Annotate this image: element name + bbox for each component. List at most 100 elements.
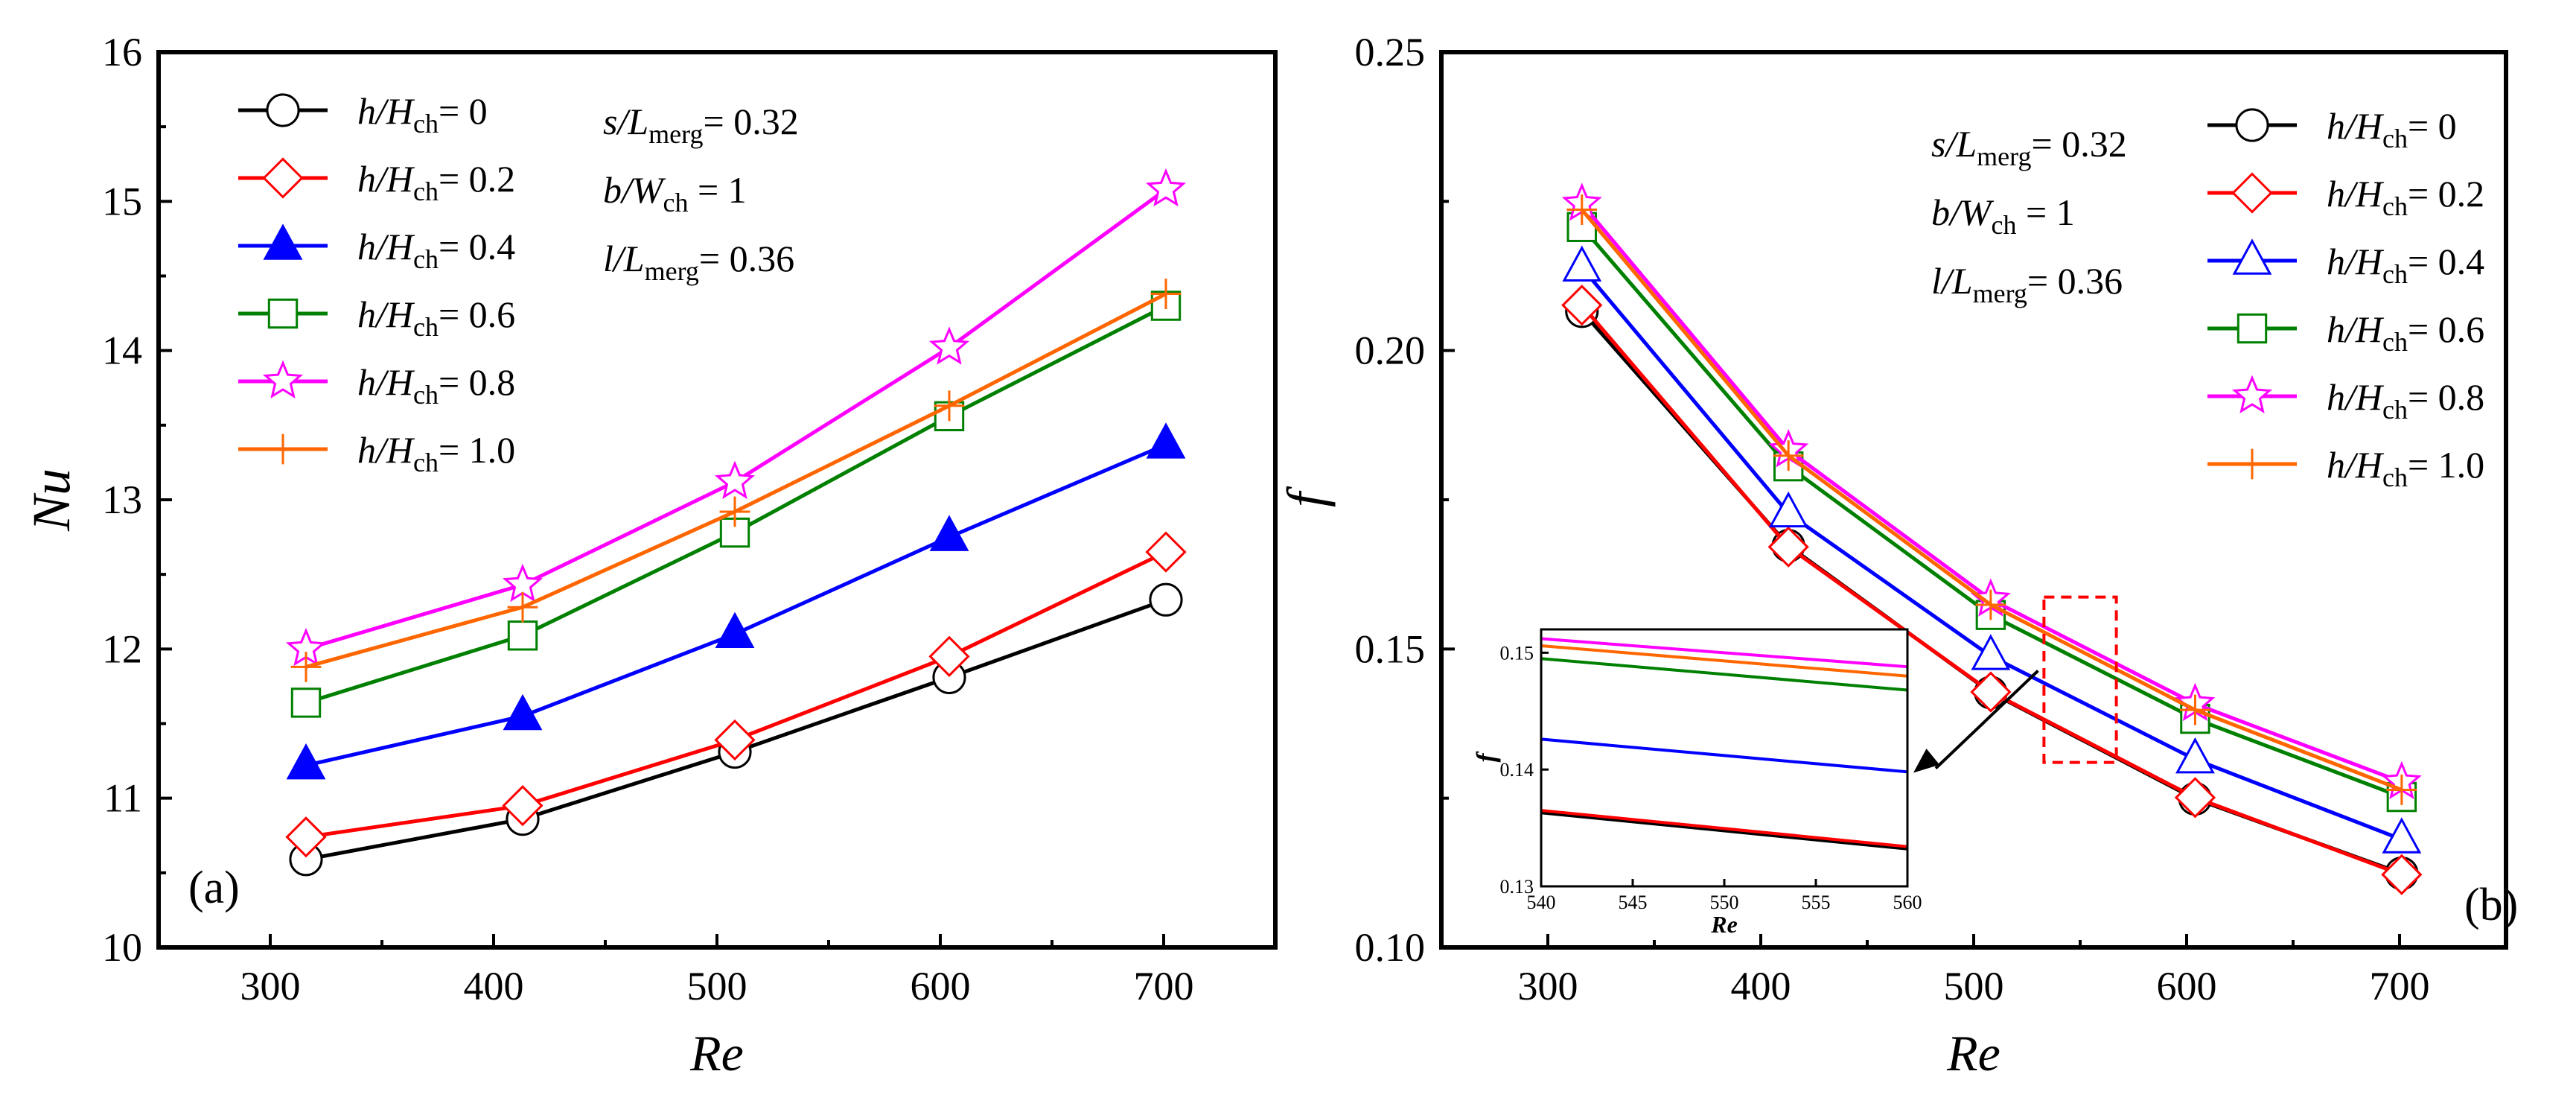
- zoom-box: [2042, 595, 2118, 764]
- inset-series-line: [1540, 737, 1908, 774]
- label-value: = 0: [2408, 105, 2457, 147]
- inset-series-line: [1540, 657, 1908, 692]
- inset-x-tick-label: 540: [1527, 892, 1556, 913]
- series-line: [305, 550, 1167, 839]
- label-value: = 0.36: [2027, 260, 2123, 302]
- label-italic: h/H: [357, 158, 415, 200]
- legend-entry: h/Hch= 0.8: [2327, 376, 2484, 425]
- label-value: = 0.32: [704, 101, 799, 142]
- parameter-label: b/Wch = 1: [603, 169, 747, 217]
- inset-y-tick-label: 0.15: [1500, 642, 1534, 664]
- inset-series-line: [1540, 811, 1908, 851]
- x-tick-label: 500: [687, 964, 747, 1008]
- marker-plus: [267, 433, 299, 465]
- label-value: = 0.4: [439, 226, 515, 267]
- x-tick-label: 300: [1518, 964, 1578, 1008]
- label-subscript: ch: [2382, 327, 2408, 357]
- marker-circle: [266, 93, 300, 127]
- marker-square: [267, 298, 299, 329]
- legend-entry: h/Hch= 0.2: [357, 158, 515, 206]
- x-axis-label: Re: [1946, 1025, 2000, 1081]
- label-subscript: ch: [413, 312, 439, 342]
- inset-x-tick-label: 550: [1710, 892, 1739, 913]
- label-subscript: merg: [1977, 142, 2031, 171]
- label-italic: h/H: [357, 226, 415, 267]
- marker-triangle: [2382, 817, 2422, 854]
- y-tick-label: 13: [102, 477, 142, 522]
- parameter-label: b/Wch = 1: [1931, 191, 2075, 240]
- label-value: = 0: [439, 90, 488, 132]
- label-value: = 0.6: [439, 293, 515, 335]
- x-tick-label: 300: [240, 964, 301, 1008]
- label-italic: h/H: [2327, 444, 2385, 486]
- y-tick-label: 12: [102, 626, 142, 671]
- inset-x-tick-label: 560: [1893, 892, 1922, 913]
- marker-diamond: [928, 635, 970, 677]
- marker-triangle: [2175, 737, 2215, 774]
- inset-x-tick-label: 555: [1802, 892, 1831, 913]
- label-subscript: ch: [2382, 463, 2408, 492]
- legend-entry: h/Hch= 0: [357, 90, 488, 139]
- x-tick-label: 400: [1731, 964, 1791, 1008]
- legend-entry: h/Hch= 1.0: [2327, 444, 2484, 492]
- x-tick-label: 400: [464, 964, 524, 1008]
- inset-series-group: [1540, 637, 1908, 851]
- marker-triangle: [286, 743, 326, 780]
- marker-triangle: [503, 693, 543, 731]
- marker-star: [929, 326, 969, 365]
- label-value: = 0.8: [439, 361, 515, 403]
- y-axis: 10 11 12 13 14 15 16: [102, 30, 172, 970]
- marker-star: [1145, 168, 1187, 207]
- series-group: [1561, 182, 2423, 895]
- x-tick-label: 500: [1944, 964, 2004, 1008]
- label-value: = 1.0: [2408, 444, 2484, 486]
- label-subscript: merg: [645, 256, 699, 286]
- marker-plus: [934, 390, 965, 422]
- legend-entry: h/Hch= 0.4: [2327, 241, 2484, 289]
- label-italic: b/W: [1931, 191, 1995, 233]
- label-subscript: ch: [413, 177, 439, 206]
- parameter-label: l/Lmerg= 0.36: [1931, 260, 2123, 308]
- marker-square: [290, 687, 322, 718]
- y-axis: 0.10 0.15 0.20 0.25: [1355, 30, 1455, 970]
- marker-circle: [1149, 582, 1183, 617]
- inset-frame: [1540, 628, 1909, 888]
- label-italic: h/H: [357, 361, 415, 403]
- legend-entry: h/Hch= 0.6: [2327, 308, 2484, 357]
- marker-diamond: [2174, 777, 2216, 819]
- panel-label: (b): [2464, 880, 2518, 930]
- panel-b: 300 400 500 600 7000.100.150.200.25Refh/Hch=…: [1276, 30, 2518, 1081]
- label-value: = 0.8: [2408, 376, 2484, 418]
- marker-plus: [507, 591, 538, 623]
- marker-plus: [2237, 448, 2268, 480]
- marker-triangle: [929, 515, 969, 551]
- series-group: [285, 168, 1187, 877]
- plot-frame: [1439, 50, 2508, 950]
- marker-plus: [1975, 589, 2006, 620]
- y-tick-label: 0.15: [1355, 626, 1426, 671]
- y-tick-label: 0.20: [1355, 328, 1426, 373]
- marker-triangle: [1146, 422, 1186, 459]
- label-subscript: ch: [2382, 395, 2408, 425]
- marker-square: [2237, 313, 2268, 344]
- marker-plus: [1150, 279, 1182, 309]
- marker-triangle: [263, 223, 303, 260]
- marker-plus: [1773, 440, 1804, 471]
- y-tick-label: 14: [102, 328, 142, 373]
- label-italic: s/L: [1931, 123, 1977, 165]
- inset-y-tick-label: 0.14: [1500, 759, 1534, 781]
- legend-entry: h/Hch= 0.2: [2327, 173, 2484, 221]
- marker-plus: [1566, 194, 1598, 225]
- legend: h/Hch= 0h/Hch= 0.2h/Hch= 0.4h/Hch= 0.6h/…: [2207, 105, 2484, 492]
- x-axis-label: Re: [689, 1025, 744, 1081]
- inset-series-line: [1540, 809, 1908, 848]
- label-italic: h/H: [2327, 308, 2385, 350]
- parameter-annotations: s/Lmerg= 0.32b/Wch = 1l/Lmerg= 0.36: [603, 101, 799, 286]
- legend-entry: h/Hch= 0: [2327, 105, 2457, 153]
- marker-triangle: [715, 611, 755, 649]
- marker-diamond: [1561, 285, 1603, 326]
- zoom-arrow-head: [1913, 749, 1940, 773]
- inset-series-line: [1540, 644, 1908, 678]
- legend-entry: h/Hch= 0.6: [357, 293, 515, 342]
- marker-square: [507, 620, 538, 651]
